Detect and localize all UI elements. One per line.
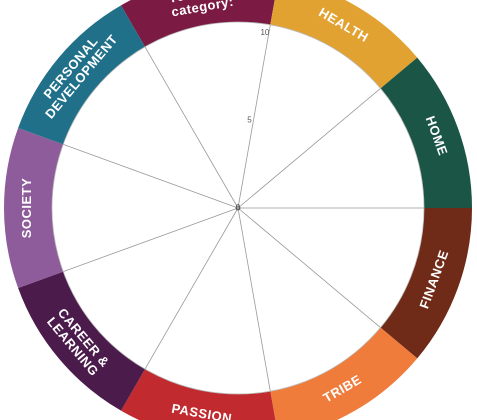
spoke <box>63 144 239 209</box>
spoke <box>237 24 271 209</box>
scale-label: 0 <box>236 203 241 212</box>
ring-segment <box>3 127 64 289</box>
spoke <box>237 88 381 209</box>
center-dot <box>235 205 241 211</box>
spoke <box>144 46 239 209</box>
ring-segment <box>270 327 418 420</box>
spoke <box>63 207 239 272</box>
ring-segment <box>270 0 418 89</box>
ring-segment <box>380 57 472 208</box>
ring-segment <box>380 208 472 359</box>
spoke <box>237 207 271 392</box>
ring-segment <box>18 5 146 145</box>
spoke <box>144 207 239 370</box>
spoke <box>237 207 381 328</box>
inner-circle <box>51 21 425 395</box>
segment-label: SOCIETY <box>19 178 34 239</box>
ring-segment <box>121 369 276 420</box>
scale-label: 5 <box>247 115 252 124</box>
scale-label: 10 <box>260 28 269 37</box>
ring-segment <box>121 0 275 47</box>
ring-segment <box>18 271 146 411</box>
segment-label-line: SOCIETY <box>19 178 34 239</box>
